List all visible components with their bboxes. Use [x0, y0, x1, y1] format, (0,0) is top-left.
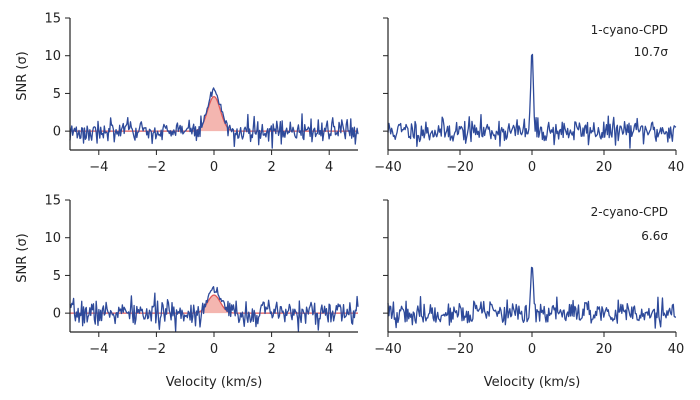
- bottom-right-data-line: [387, 266, 677, 329]
- top-left-xtick-label: −4: [89, 160, 108, 175]
- panel-top-right: −40 −20 0 20 40 1-cyano-CPD 10.7σ: [374, 17, 685, 175]
- top-right-xtick-label: 20: [596, 160, 613, 175]
- top-right-xtick-label: −20: [446, 160, 473, 175]
- molecule-label-top: 1-cyano-CPD: [591, 23, 668, 37]
- top-left-xtick-label: −2: [147, 160, 166, 175]
- bottom-left-data-line: [69, 286, 359, 332]
- bottom-left-xtick-label: 0: [210, 342, 218, 357]
- top-left-model-fill: [70, 96, 358, 132]
- top-left-ytick-label: 10: [44, 49, 61, 64]
- panel-top-left: 0 5 10 15 −4 −2 0 2 4 SNR (σ): [15, 12, 359, 175]
- xlabel-bottom-left: Velocity (km/s): [166, 375, 263, 390]
- top-left-ytick-label: 0: [53, 125, 61, 140]
- bottom-left-xtick-label: −4: [89, 342, 108, 357]
- bottom-right-xtick-label: −40: [374, 342, 401, 357]
- top-right-xtick-label: 40: [668, 160, 685, 175]
- significance-label-top: 10.7σ: [634, 45, 669, 59]
- bottom-left-xtick-label: −2: [147, 342, 166, 357]
- significance-label-bottom: 6.6σ: [641, 229, 668, 243]
- bottom-left-ytick-label: 0: [53, 307, 61, 322]
- ylabel-bottom: SNR (σ): [15, 233, 30, 283]
- bottom-left-ytick-label: 10: [44, 231, 61, 246]
- xlabel-bottom-right: Velocity (km/s): [484, 375, 581, 390]
- ylabel-top: SNR (σ): [15, 51, 30, 101]
- bottom-right-xtick-label: 0: [528, 342, 536, 357]
- panel-bottom-right: −40 −20 0 20 40 2-cyano-CPD 6.6σ Velocity (km/s…: [374, 199, 685, 390]
- top-left-xtick-label: 4: [325, 160, 333, 175]
- top-right-xtick-label: 0: [528, 160, 536, 175]
- top-left-xtick-label: 2: [267, 160, 275, 175]
- bottom-left-model-fill: [70, 295, 358, 314]
- top-right-data-line: [387, 53, 677, 149]
- molecule-label-bottom: 2-cyano-CPD: [591, 205, 668, 219]
- bottom-left-ytick-label: 5: [53, 269, 61, 284]
- panel-bottom-left: 0 5 10 15 −4 −2 0 2 4 SNR (σ) Velocity (km/s): [15, 194, 359, 390]
- top-left-ytick-label: 15: [44, 12, 61, 27]
- bottom-right-xtick-label: −20: [446, 342, 473, 357]
- bottom-right-xtick-label: 20: [596, 342, 613, 357]
- top-left-ytick-label: 5: [53, 87, 61, 102]
- bottom-right-xtick-label: 40: [668, 342, 685, 357]
- bottom-left-ytick-label: 15: [44, 194, 61, 209]
- top-left-data-line: [69, 87, 359, 149]
- top-right-xtick-label: −40: [374, 160, 401, 175]
- bottom-left-xtick-label: 2: [267, 342, 275, 357]
- bottom-left-xtick-label: 4: [325, 342, 333, 357]
- top-left-xtick-label: 0: [210, 160, 218, 175]
